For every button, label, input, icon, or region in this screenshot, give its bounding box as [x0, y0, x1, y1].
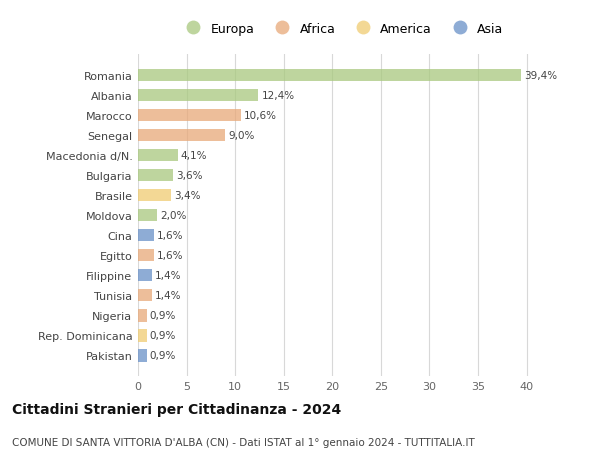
- Bar: [138, 70, 521, 82]
- Text: 10,6%: 10,6%: [244, 111, 277, 121]
- Text: 0,9%: 0,9%: [149, 330, 176, 341]
- Bar: [138, 169, 173, 182]
- Legend: Europa, Africa, America, Asia: Europa, Africa, America, Asia: [181, 23, 503, 36]
- Bar: [138, 290, 152, 302]
- Text: 0,9%: 0,9%: [149, 311, 176, 321]
- Bar: [138, 129, 226, 142]
- Text: 9,0%: 9,0%: [229, 131, 255, 141]
- Bar: [138, 269, 152, 282]
- Text: 2,0%: 2,0%: [160, 211, 187, 221]
- Bar: [138, 190, 171, 202]
- Text: 1,6%: 1,6%: [157, 231, 183, 241]
- Text: 12,4%: 12,4%: [262, 91, 295, 101]
- Text: 1,4%: 1,4%: [155, 291, 181, 301]
- Text: 3,6%: 3,6%: [176, 171, 202, 181]
- Text: COMUNE DI SANTA VITTORIA D'ALBA (CN) - Dati ISTAT al 1° gennaio 2024 - TUTTITALI: COMUNE DI SANTA VITTORIA D'ALBA (CN) - D…: [12, 437, 475, 447]
- Bar: [138, 90, 259, 102]
- Bar: [138, 110, 241, 122]
- Bar: [138, 150, 178, 162]
- Text: 3,4%: 3,4%: [174, 191, 200, 201]
- Text: 0,9%: 0,9%: [149, 351, 176, 361]
- Bar: [138, 349, 147, 362]
- Text: 1,6%: 1,6%: [157, 251, 183, 261]
- Bar: [138, 230, 154, 242]
- Bar: [138, 309, 147, 322]
- Bar: [138, 250, 154, 262]
- Bar: [138, 330, 147, 342]
- Text: 1,4%: 1,4%: [155, 271, 181, 280]
- Text: Cittadini Stranieri per Cittadinanza - 2024: Cittadini Stranieri per Cittadinanza - 2…: [12, 402, 341, 416]
- Bar: [138, 210, 157, 222]
- Text: 4,1%: 4,1%: [181, 151, 207, 161]
- Text: 39,4%: 39,4%: [524, 71, 557, 81]
